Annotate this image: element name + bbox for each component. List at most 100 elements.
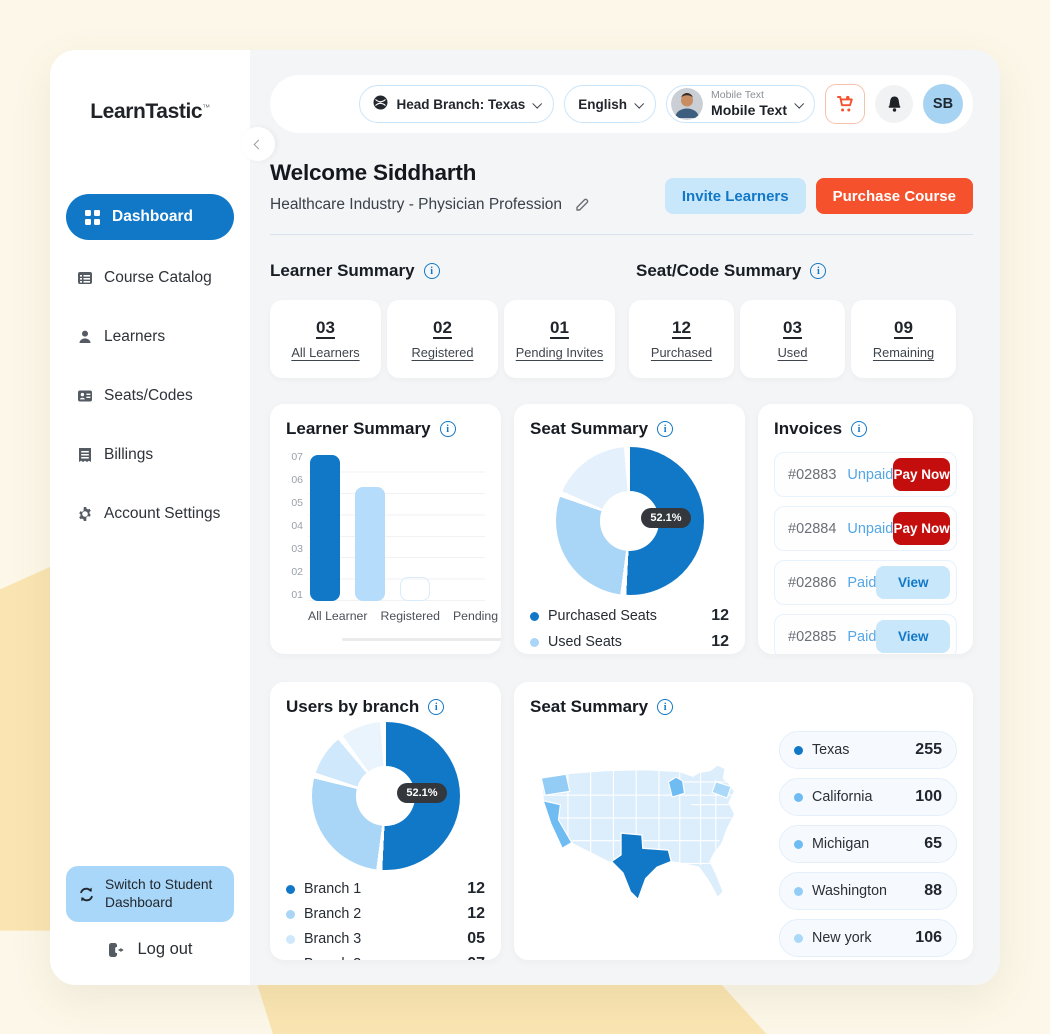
stat-label-link[interactable]: Used — [777, 345, 808, 360]
legend-row: Purchased Seats 12 — [530, 607, 729, 625]
billings-receipt-icon — [76, 447, 93, 464]
sidebar-item-label: Billings — [104, 446, 154, 463]
branch-selector[interactable]: Head Branch: Texas — [359, 85, 555, 123]
pencil-icon — [576, 198, 589, 211]
edit-profession-button[interactable] — [574, 197, 590, 213]
sidebar-item-billings[interactable]: Billings — [66, 439, 234, 471]
legend-row: Branch 307 — [286, 955, 485, 960]
card-title-text: Seat Summary — [530, 697, 649, 716]
bar-registered[interactable] — [355, 487, 385, 601]
chevron-down-icon — [794, 98, 805, 109]
cart-icon — [837, 95, 853, 112]
sidebar-item-course-catalog[interactable]: Course Catalog — [66, 262, 234, 294]
gear-icon — [76, 506, 93, 523]
notifications-button[interactable] — [875, 85, 913, 123]
info-icon[interactable] — [810, 263, 827, 279]
sidebar-item-dashboard[interactable]: Dashboard — [66, 194, 234, 240]
profile-line2: Mobile Text — [711, 101, 787, 118]
page-header: Welcome Siddharth Healthcare Industry - … — [270, 160, 973, 214]
chart-scrollbar[interactable] — [342, 638, 501, 641]
invoice-number: #02883 — [788, 466, 837, 483]
pay-now-button[interactable]: Pay Now — [893, 512, 950, 545]
sidebar-item-label: Learners — [104, 328, 166, 345]
user-avatar-initials[interactable]: SB — [923, 84, 963, 124]
stat-label-link[interactable]: Registered — [411, 345, 474, 360]
branch-donut-chart[interactable]: 52.1% — [311, 722, 460, 870]
learner-stats-group: 03 All Learners 02 Registered 01 Pending… — [270, 300, 615, 378]
sidebar-collapse-button[interactable] — [241, 127, 275, 161]
profile-avatar — [671, 88, 704, 120]
logout-label: Log out — [137, 940, 193, 958]
invite-learners-button[interactable]: Invite Learners — [664, 178, 806, 214]
state-california — [542, 800, 573, 850]
map-legend-michigan[interactable]: Michigan 65 — [779, 825, 957, 863]
seat-summary-map-card: Seat Summary — [514, 682, 973, 960]
legend-row: Branch 2 12 — [286, 905, 485, 923]
cart-button[interactable] — [825, 84, 865, 124]
view-button[interactable]: View — [876, 620, 950, 653]
info-icon[interactable] — [657, 699, 674, 715]
sidebar-nav: Dashboard Course Catalog Learners Seats/… — [66, 194, 234, 557]
map-legend-new-york[interactable]: New york 106 — [779, 919, 957, 957]
map-legend: Texas 255 California 100 Michigan 65 Washin… — [779, 727, 957, 957]
language-selector[interactable]: English — [564, 85, 657, 123]
stat-label-link[interactable]: All Learners — [291, 345, 360, 360]
branch-label: Head Branch: Texas — [396, 96, 526, 112]
donut-percentage-badge: 52.1% — [397, 782, 447, 803]
avatar-initials-text: SB — [932, 96, 954, 112]
sidebar-item-account-settings[interactable]: Account Settings — [66, 498, 234, 530]
invoice-status: Unpaid — [847, 466, 894, 483]
stat-label-link[interactable]: Purchased — [650, 345, 713, 360]
invoice-row: #02883 Unpaid Pay Now — [774, 452, 957, 497]
info-icon[interactable] — [439, 421, 456, 437]
switch-button-label: Switch to Student Dashboard — [105, 877, 213, 910]
purchase-course-button[interactable]: Purchase Course — [815, 178, 973, 214]
info-icon[interactable] — [657, 421, 674, 437]
sidebar-item-seats-codes[interactable]: Seats/Codes — [66, 380, 234, 412]
invoice-status: Paid — [847, 628, 877, 645]
map-legend-texas[interactable]: Texas 255 — [779, 731, 957, 769]
map-legend-washington[interactable]: Washington 88 — [779, 872, 957, 910]
info-icon[interactable] — [423, 263, 440, 279]
stat-card-purchased: 12 Purchased — [629, 300, 734, 378]
course-catalog-icon — [76, 270, 93, 287]
info-icon[interactable] — [851, 421, 868, 437]
switch-to-student-dashboard-button[interactable]: Switch to Student Dashboard — [66, 866, 234, 922]
globe-icon — [373, 95, 388, 113]
logout-button[interactable]: Log out — [66, 940, 234, 963]
view-button[interactable]: View — [876, 566, 950, 599]
profile-texts: Mobile Text Mobile Text — [711, 89, 787, 120]
stat-label-link[interactable]: Pending Invites — [515, 345, 604, 360]
invoices-card: Invoices #02883 Unpaid Pay Now #02884 Un… — [758, 404, 973, 654]
bar-pending-invites[interactable] — [400, 577, 430, 601]
sidebar-item-learners[interactable]: Learners — [66, 321, 234, 353]
invoice-number: #02885 — [788, 628, 837, 645]
us-map[interactable] — [530, 727, 767, 957]
invoice-number: #02886 — [788, 574, 837, 591]
dashboard-grid-icon — [84, 209, 101, 226]
stat-card-pending-invites: 01 Pending Invites — [504, 300, 615, 378]
info-icon[interactable] — [428, 699, 445, 715]
stat-label-link[interactable]: Remaining — [872, 345, 935, 360]
profile-line1: Mobile Text — [711, 88, 764, 101]
seats-codes-card-icon — [76, 388, 93, 405]
sidebar-item-label: Dashboard — [112, 208, 193, 225]
donut-percentage-badge: 52.1% — [641, 507, 691, 528]
sidebar-item-label: Account Settings — [104, 505, 221, 522]
language-label: English — [578, 96, 628, 112]
brand-logo: LearnTastic™ — [90, 100, 210, 123]
legend-dot — [286, 909, 295, 919]
stat-value: 03 — [783, 318, 802, 337]
seat-donut-chart[interactable]: 52.1% — [555, 447, 704, 595]
bar-all-learner[interactable] — [310, 455, 340, 601]
trademark: ™ — [202, 103, 210, 112]
map-legend-california[interactable]: California 100 — [779, 778, 957, 816]
pay-now-button[interactable]: Pay Now — [893, 458, 950, 491]
seat-code-summary-title: Seat/Code Summary — [636, 261, 827, 281]
profile-menu[interactable]: Mobile Text Mobile Text — [666, 85, 815, 123]
state-texas — [610, 832, 673, 901]
legend-dot — [286, 884, 295, 894]
